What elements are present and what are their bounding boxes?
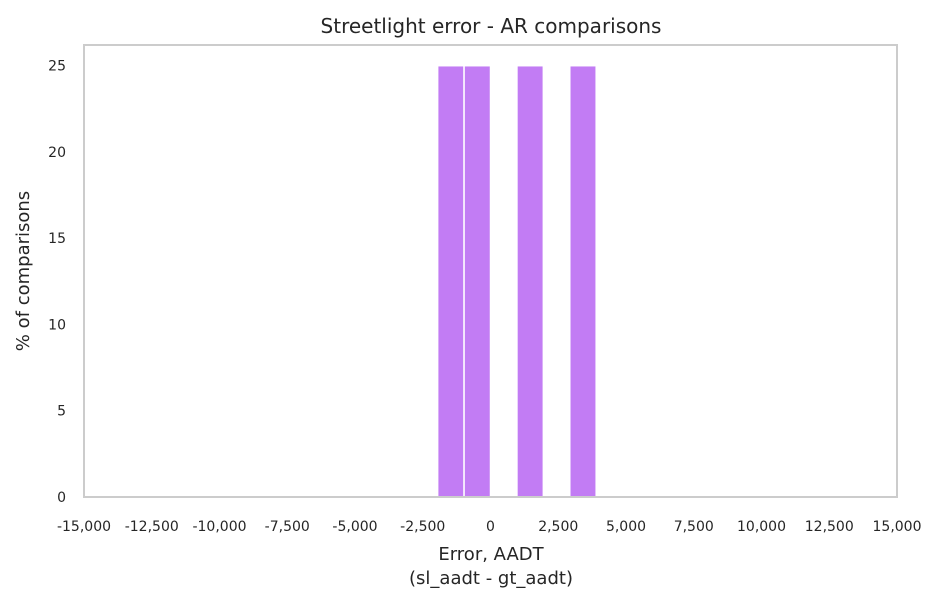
x-tick-label: 5,000 xyxy=(606,519,646,535)
x-tick-label: 12,500 xyxy=(805,519,854,535)
x-tick-label: -15,000 xyxy=(57,519,111,535)
x-axis-label-line2: (sl_aadt - gt_aadt) xyxy=(409,568,573,589)
y-tick-label: 20 xyxy=(48,145,66,161)
y-tick-labels: 0 5 10 15 20 25 xyxy=(48,59,66,506)
x-tick-label: 2,500 xyxy=(538,519,578,535)
y-tick-label: 10 xyxy=(48,317,66,333)
histogram-bar-3 xyxy=(569,64,597,498)
y-tick-label: 0 xyxy=(57,490,66,506)
x-tick-label: 0 xyxy=(486,519,495,535)
x-tick-label: 15,000 xyxy=(873,519,922,535)
y-axis-label: % of comparisons xyxy=(13,191,34,351)
x-tick-labels: -15,000 -12,500 -10,000 -7,500 -5,000 -2,500 0… xyxy=(57,519,922,535)
x-tick-label: -2,500 xyxy=(400,519,445,535)
x-tick-label: 7,500 xyxy=(674,519,714,535)
histogram-bar-1 xyxy=(463,64,492,498)
x-tick-label: -12,500 xyxy=(125,519,179,535)
y-tick-label: 15 xyxy=(48,231,66,247)
histogram-bar-0 xyxy=(436,64,465,498)
plot-frame xyxy=(83,44,898,498)
x-tick-label: -10,000 xyxy=(192,519,246,535)
x-tick-label: -7,500 xyxy=(265,519,310,535)
histogram-bar-2 xyxy=(516,64,545,498)
bars-group xyxy=(436,64,597,498)
x-axis-label-line1: Error, AADT xyxy=(438,544,544,565)
chart-title: Streetlight error - AR comparisons xyxy=(321,14,662,38)
x-tick-label: 10,000 xyxy=(737,519,786,535)
y-tick-label: 5 xyxy=(57,404,66,420)
x-tick-label: -5,000 xyxy=(332,519,377,535)
y-tick-label: 25 xyxy=(48,59,66,75)
